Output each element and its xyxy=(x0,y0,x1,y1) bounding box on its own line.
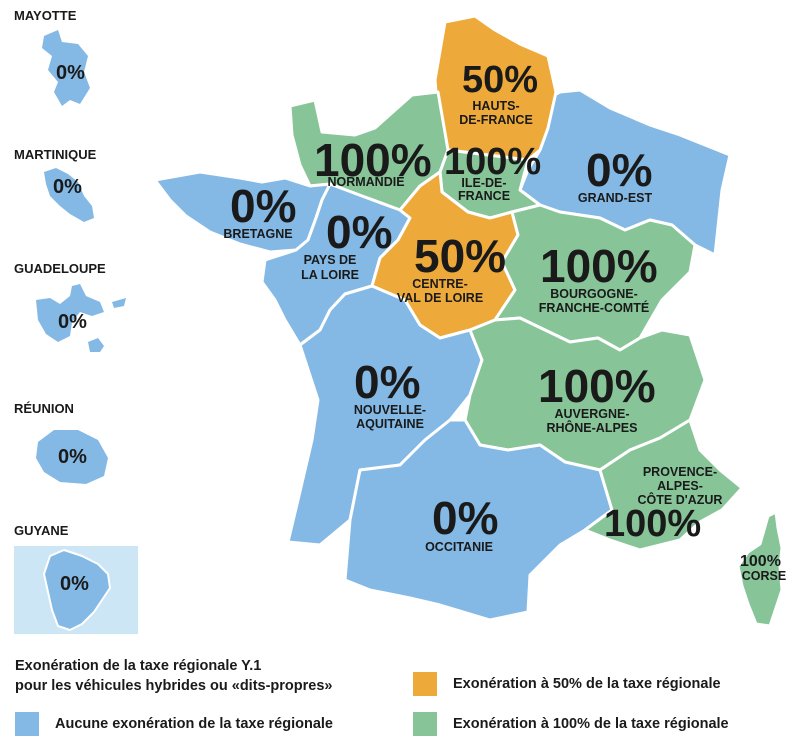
auvergne-rhone-alpes-name-l1: AUVERGNE- xyxy=(554,407,629,421)
legend-label-none: Aucune exonération de la taxe régionale xyxy=(55,716,333,732)
bourgogne-franche-comte-name-l1: BOURGOGNE- xyxy=(550,287,638,301)
nouvelle-aquitaine-name-l1: NOUVELLE- xyxy=(354,403,426,417)
legend-label-full: Exonération à 100% de la taxe régionale xyxy=(453,716,729,732)
reunion-pct: 0% xyxy=(58,446,87,468)
occitanie-name: OCCITANIE xyxy=(425,540,493,554)
guyane-pct: 0% xyxy=(60,573,89,595)
mayotte-pct: 0% xyxy=(56,62,85,84)
auvergne-rhone-alpes-name-l2: RHÔNE-ALPES xyxy=(547,420,638,435)
corse-name: CORSE xyxy=(742,569,786,583)
pays-de-la-loire-pct: 0% xyxy=(326,206,392,258)
hauts-de-france-name-l1: HAUTS- xyxy=(472,99,519,113)
legend-swatch-green xyxy=(413,712,437,736)
legend-title-line1: Exonération de la taxe régionale Y.1 xyxy=(15,658,262,674)
martinique-region[interactable] xyxy=(44,168,94,222)
paca-name-l3: CÔTE D'AZUR xyxy=(638,492,723,507)
bretagne-pct: 0% xyxy=(230,180,296,232)
normandie-name: NORMANDIE xyxy=(327,175,404,189)
france-regions-map: MAYOTTE 0% MARTINIQUE 0% GUADELOUPE 0% R… xyxy=(14,8,786,634)
normandie-pct: 100% xyxy=(314,134,432,186)
paca-region[interactable] xyxy=(583,418,744,552)
hauts-de-france-pct: 50% xyxy=(462,59,538,101)
grand-est-name: GRAND-EST xyxy=(578,191,653,205)
pays-de-la-loire-name-l2: LA LOIRE xyxy=(301,268,359,282)
legend-item-none: Aucune exonération de la taxe régionale xyxy=(15,712,333,736)
bourgogne-franche-comte-name-l2: FRANCHE-COMTÉ xyxy=(539,300,649,315)
corse-region[interactable] xyxy=(736,510,784,628)
corse-pct: 100% xyxy=(740,553,781,570)
nouvelle-aquitaine-region[interactable] xyxy=(286,284,484,547)
martinique-title: MARTINIQUE xyxy=(14,147,97,162)
ile-de-france-name-l2: FRANCE xyxy=(458,189,510,203)
centre-val-de-loire-name-l1: CENTRE- xyxy=(412,277,468,291)
guadeloupe-islet-south[interactable] xyxy=(88,338,104,352)
legend-title-line2: pour les véhicules hybrides ou «dits-pro… xyxy=(15,678,333,694)
martinique-pct: 0% xyxy=(53,176,82,198)
occitanie-region[interactable] xyxy=(343,418,614,622)
paca-name-l2: ALPES- xyxy=(657,479,703,493)
mayotte-region[interactable] xyxy=(42,30,90,106)
legend-label-half: Exonération à 50% de la taxe régionale xyxy=(453,676,721,692)
legend-item-full: Exonération à 100% de la taxe régionale xyxy=(413,712,729,736)
nouvelle-aquitaine-name-l2: AQUITAINE xyxy=(356,417,424,431)
paca-pct: 100% xyxy=(604,503,701,545)
hauts-de-france-name-l2: DE-FRANCE xyxy=(459,113,533,127)
paca-name-l1: PROVENCE- xyxy=(643,465,717,479)
pays-de-la-loire-name-l1: PAYS DE xyxy=(304,253,357,267)
guadeloupe-pct: 0% xyxy=(58,311,87,333)
centre-val-de-loire-name-l2: VAL DE LOIRE xyxy=(397,291,483,305)
nouvelle-aquitaine-pct: 0% xyxy=(354,356,420,408)
ile-de-france-pct: 100% xyxy=(444,141,541,183)
ile-de-france-name-l1: ILE-DE- xyxy=(461,176,506,190)
guyane-region[interactable] xyxy=(43,549,111,631)
legend-title: Exonération de la taxe régionale Y.1 pou… xyxy=(15,656,395,696)
mayotte-title: MAYOTTE xyxy=(14,8,77,23)
legend-swatch-orange xyxy=(413,672,437,696)
guyane-title: GUYANE xyxy=(14,523,69,538)
centre-val-de-loire-pct: 50% xyxy=(414,230,506,282)
bourgogne-franche-comte-pct: 100% xyxy=(540,240,658,292)
occitanie-pct: 0% xyxy=(432,492,498,544)
legend-swatch-blue xyxy=(15,712,39,736)
guadeloupe-title: GUADELOUPE xyxy=(14,261,106,276)
auvergne-rhone-alpes-pct: 100% xyxy=(538,360,656,412)
reunion-region[interactable] xyxy=(36,430,108,484)
bretagne-name: BRETAGNE xyxy=(223,227,292,241)
reunion-title: RÉUNION xyxy=(14,401,74,416)
guadeloupe-islet-east[interactable] xyxy=(112,298,126,308)
legend-item-half: Exonération à 50% de la taxe régionale xyxy=(413,672,721,696)
grand-est-pct: 0% xyxy=(586,144,652,196)
guadeloupe-region[interactable] xyxy=(36,284,104,342)
